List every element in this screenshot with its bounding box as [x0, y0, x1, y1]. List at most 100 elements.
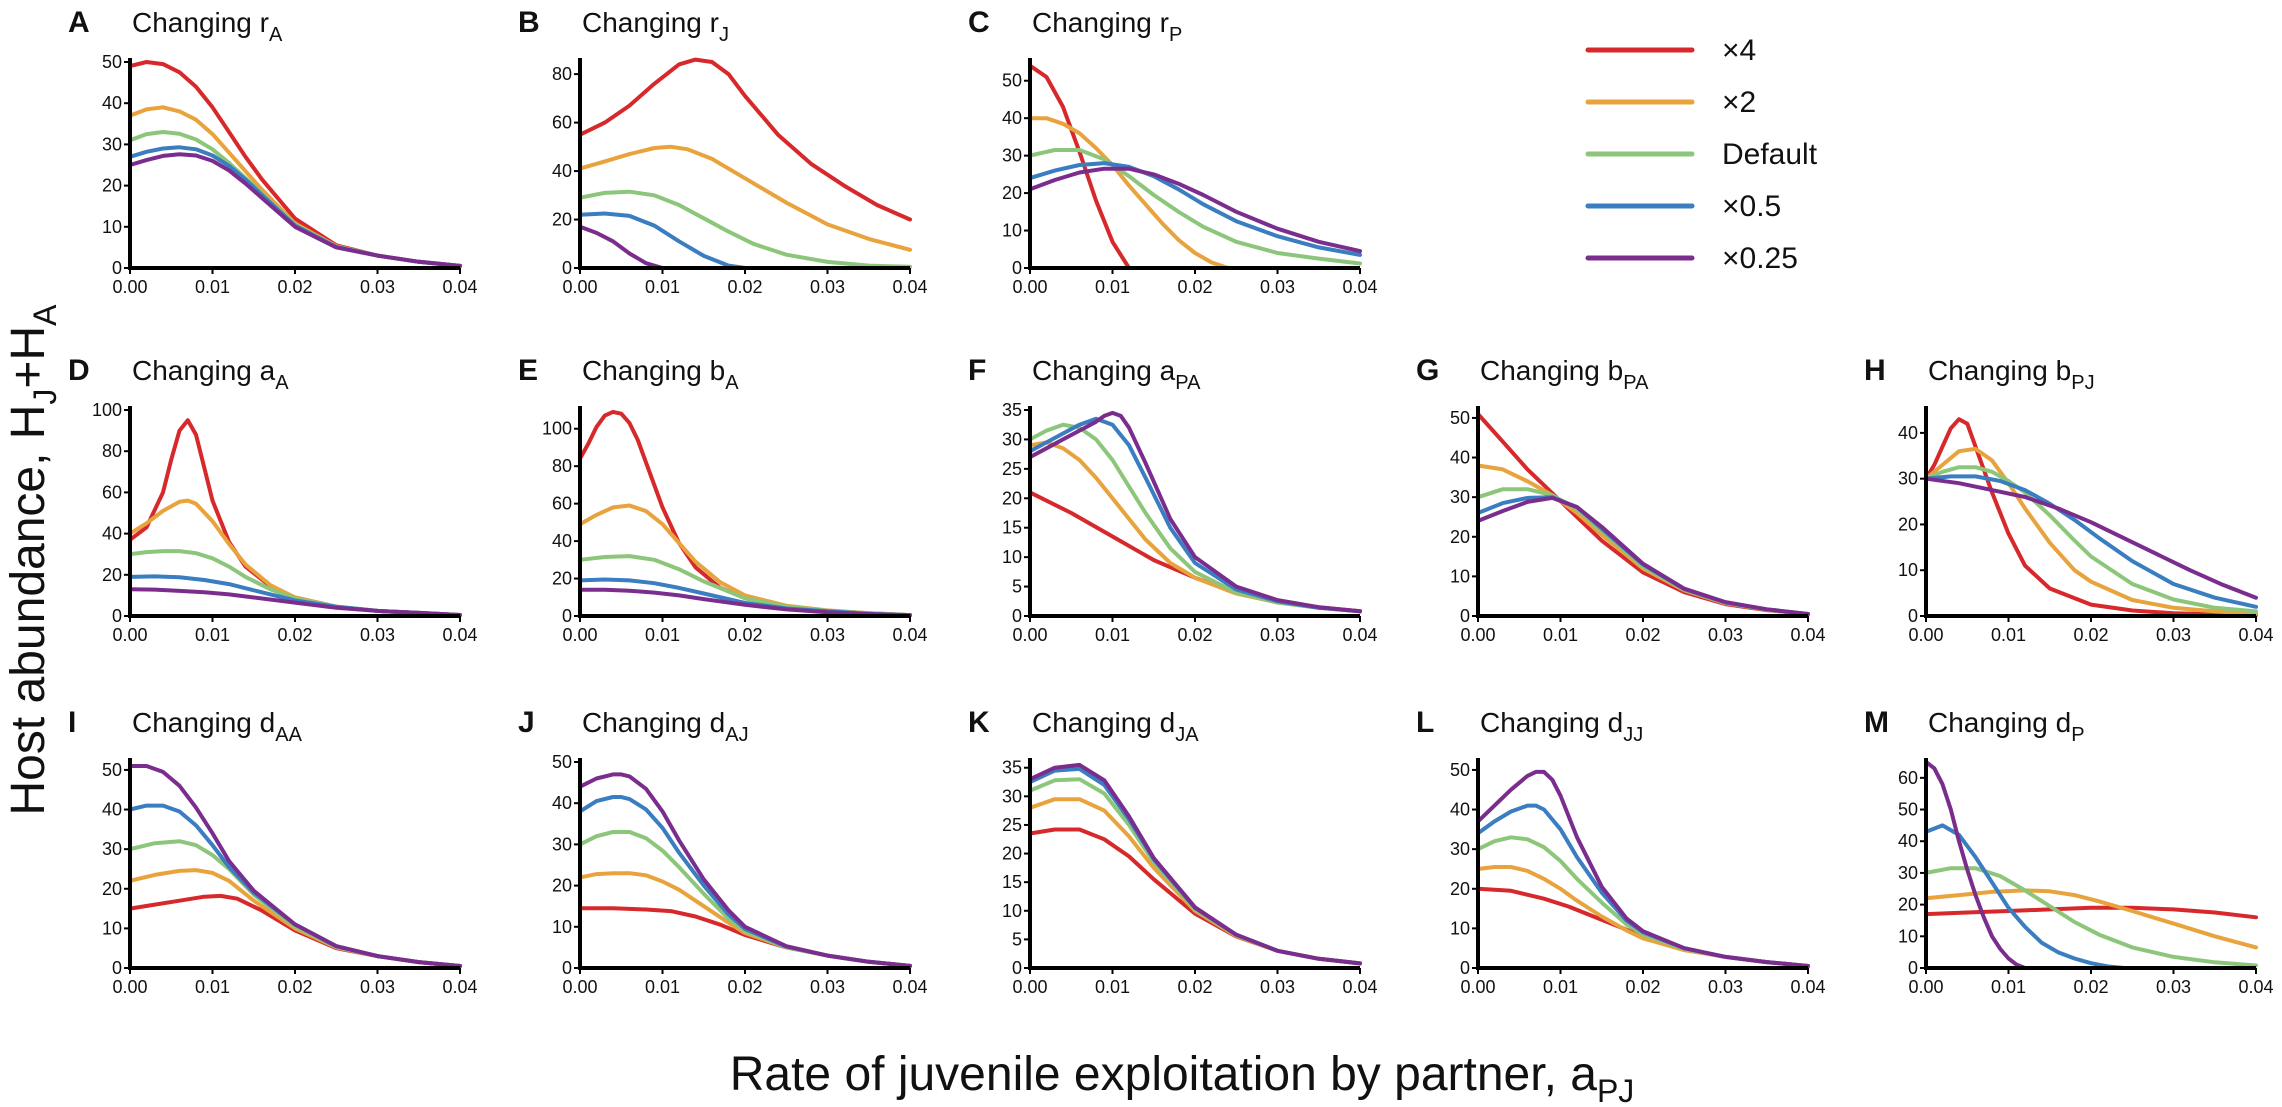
- y-tick-label: 0: [562, 258, 572, 278]
- panel-title-text: Changing d: [1928, 707, 2071, 738]
- y-tick-label: 40: [552, 531, 572, 551]
- y-tick-label: 100: [92, 400, 122, 420]
- y-tick-label: 10: [102, 217, 122, 237]
- y-tick-label: 0: [1460, 958, 1470, 978]
- series-group: [578, 409, 912, 618]
- x-tick-label: 0.02: [1177, 977, 1212, 997]
- panel-title: Changing aPA: [1032, 355, 1201, 394]
- panel-letter: D: [68, 354, 90, 387]
- series-line-x2: [1476, 865, 1810, 968]
- series-line-x2: [578, 144, 912, 252]
- x-tick-label: 0.00: [562, 277, 597, 297]
- x-tick-label: 0.00: [1012, 625, 1047, 645]
- x-tick-label: 0.04: [1342, 277, 1377, 297]
- series-line-x4: [1028, 827, 1362, 966]
- x-label-sub: PJ: [1597, 1073, 1634, 1107]
- series-line-def: [578, 830, 912, 968]
- series-line-x4: [1924, 417, 2258, 618]
- y-tick-label: 30: [102, 839, 122, 859]
- legend-item-def: Default: [1585, 138, 1818, 171]
- x-tick-label: 0.04: [442, 277, 477, 297]
- x-tick-label: 0.02: [277, 277, 312, 297]
- x-tick-label: 0.03: [1708, 977, 1743, 997]
- series-line-x05: [128, 145, 462, 268]
- panel-letter: B: [518, 6, 540, 39]
- panel-title-text: Changing r: [1032, 7, 1169, 38]
- x-label-text: Rate of juvenile exploitation by partner…: [730, 1048, 1598, 1101]
- y-tick-label: 25: [1002, 815, 1022, 835]
- y-tick-label: 20: [1002, 488, 1022, 508]
- panel-title-text: Changing r: [132, 7, 269, 38]
- panel-letter: L: [1416, 706, 1434, 739]
- panel-b: B Changing rJ 0 20 40 60 80 0.00 0.01 0.02 0.03 0.0…: [518, 6, 928, 297]
- panels-layer: A Changing rA 0 10 20 30 40 50 0.00 0.01 0.02 0.03 0…: [68, 6, 2274, 997]
- panel-title-text: Changing d: [1032, 707, 1175, 738]
- panel-l: L Changing dJJ 0 10 20 30 40 50 0.00 0.01 0.02 0.03…: [1416, 706, 1826, 997]
- series-line-x025: [1028, 762, 1362, 966]
- y-tick-label: 10: [1898, 926, 1918, 946]
- series-line-def: [1924, 465, 2258, 614]
- x-tick-label: 0.03: [810, 977, 845, 997]
- panel-title: Changing dJA: [1032, 707, 1199, 746]
- series-line-x4: [1924, 905, 2258, 920]
- y-tick-label: 20: [102, 879, 122, 899]
- x-tick-label: 0.01: [1543, 625, 1578, 645]
- series-line-x2: [1028, 797, 1362, 966]
- x-tick-label: 0.01: [1543, 977, 1578, 997]
- y-label-join: +H: [2, 326, 55, 389]
- y-tick-label: 20: [1450, 879, 1470, 899]
- panel-title-text: Changing d: [582, 707, 725, 738]
- panel-title-subscript: JJ: [1623, 724, 1643, 746]
- x-tick-label: 0.01: [645, 977, 680, 997]
- x-tick-label: 0.01: [1095, 277, 1130, 297]
- y-tick-label: 40: [1002, 108, 1022, 128]
- y-tick-label: 40: [102, 93, 122, 113]
- x-tick-label: 0.04: [1342, 625, 1377, 645]
- x-tick-label: 0.02: [727, 277, 762, 297]
- x-tick-label: 0.04: [892, 625, 927, 645]
- y-tick-label: 50: [552, 752, 572, 772]
- x-tick-label: 0.00: [1460, 977, 1495, 997]
- panel-g: G Changing bPA 0 10 20 30 40 50 0.00 0.01 0.02 0.03…: [1416, 354, 1826, 645]
- panel-i: I Changing dAA 0 10 20 30 40 50 0.00 0.01 0.02 0.03…: [68, 706, 478, 997]
- series-line-x4: [128, 893, 462, 968]
- y-tick-label: 30: [1450, 839, 1470, 859]
- x-tick-label: 0.03: [2156, 625, 2191, 645]
- x-tick-label: 0.04: [1790, 625, 1825, 645]
- panel-letter: M: [1864, 706, 1889, 739]
- y-tick-label: 40: [102, 524, 122, 544]
- y-tick-label: 0: [1012, 258, 1022, 278]
- panel-j: J Changing dAJ 0 10 20 30 40 50 0.00 0.01 0.02 0.03…: [518, 706, 928, 997]
- panel-d: D Changing aA 0 20 40 60 80 100 0.00 0.01 0.02 0.03…: [68, 354, 478, 645]
- y-tick-label: 0: [1908, 606, 1918, 626]
- series-line-x2: [1924, 888, 2258, 950]
- series-group: [128, 418, 462, 617]
- y-tick-label: 50: [102, 760, 122, 780]
- y-tick-label: 20: [552, 569, 572, 589]
- y-tick-label: 20: [1898, 514, 1918, 534]
- panel-title: Changing bPJ: [1928, 355, 2095, 394]
- series-group: [1924, 417, 2258, 618]
- x-tick-label: 0.04: [2238, 977, 2273, 997]
- panel-title-subscript: J: [719, 24, 729, 46]
- x-tick-label: 0.04: [1342, 977, 1377, 997]
- y-tick-label: 0: [562, 606, 572, 626]
- y-tick-label: 40: [1898, 831, 1918, 851]
- panel-title: Changing rA: [132, 7, 283, 46]
- panel-title-subscript: A: [269, 24, 283, 46]
- series-group: [1476, 412, 1810, 616]
- y-tick-label: 40: [1898, 423, 1918, 443]
- x-tick-label: 0.02: [277, 625, 312, 645]
- legend-label: ×0.25: [1722, 242, 1798, 275]
- y-tick-label: 50: [102, 52, 122, 72]
- y-tick-label: 10: [1002, 221, 1022, 241]
- y-tick-label: 10: [1002, 547, 1022, 567]
- series-line-x025: [1028, 166, 1362, 254]
- x-tick-label: 0.02: [1177, 277, 1212, 297]
- y-tick-label: 10: [552, 917, 572, 937]
- series-group: [578, 772, 912, 968]
- series-line-x2: [1028, 440, 1362, 614]
- panel-k: K Changing dJA 0 5 10 15 20 25 30 35 0.00 0.01 0.02 0…: [968, 706, 1378, 997]
- x-tick-label: 0.02: [1177, 625, 1212, 645]
- x-tick-label: 0.00: [1908, 625, 1943, 645]
